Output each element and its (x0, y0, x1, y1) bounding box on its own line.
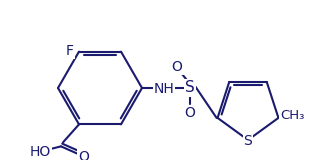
Text: S: S (185, 80, 195, 96)
Text: O: O (171, 60, 182, 74)
Text: CH₃: CH₃ (280, 109, 305, 122)
Text: O: O (185, 106, 195, 120)
Text: NH: NH (154, 82, 174, 96)
Text: F: F (66, 44, 74, 58)
Text: S: S (244, 134, 252, 148)
Text: HO: HO (30, 145, 51, 159)
Text: O: O (79, 150, 90, 160)
